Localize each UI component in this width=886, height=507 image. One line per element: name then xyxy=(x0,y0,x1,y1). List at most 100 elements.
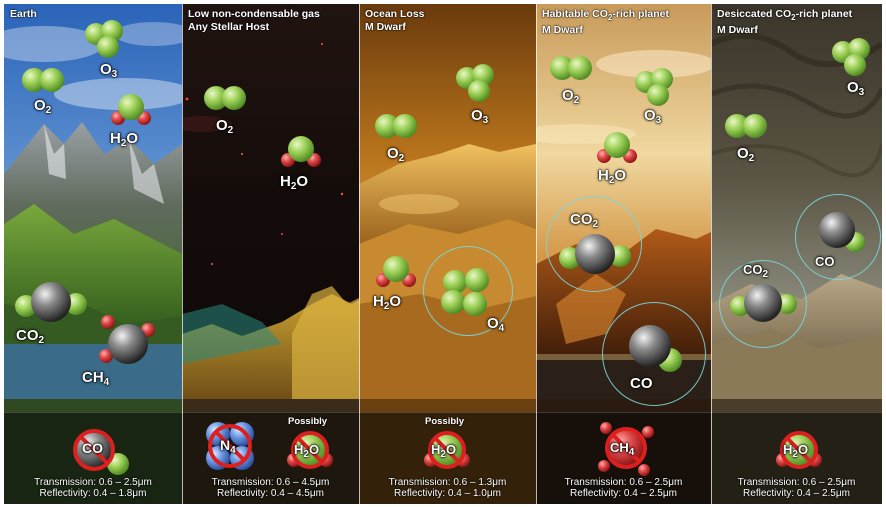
oxygen-molecule-icon xyxy=(725,114,767,138)
title-line2: Any Stellar Host xyxy=(188,21,270,33)
band-divider xyxy=(536,412,711,413)
label-no-n4: N4 xyxy=(220,437,236,457)
carbon-monoxide-molecule-icon xyxy=(629,325,682,372)
panel-title: Ocean Loss M Dwarf xyxy=(365,8,425,34)
label-o3: O3 xyxy=(847,79,865,98)
label-o2: O2 xyxy=(387,145,405,164)
label-co2: CO2 xyxy=(16,327,45,346)
transmission-range: Transmission: 0.6 – 2.5μm xyxy=(564,477,683,488)
panel-ocean-loss: Ocean Loss M Dwarf O3 O2 H2O O4 Possibly xyxy=(359,4,536,504)
panel-desiccated-co2-rich: Desiccated CO2-rich planet M Dwarf O3 O2… xyxy=(711,4,882,504)
oxygen-molecule-icon xyxy=(550,56,592,80)
label-h2o: H2O xyxy=(598,167,627,186)
label-o3: O3 xyxy=(644,107,662,126)
panel-divider xyxy=(182,4,183,504)
title-line1: Low non-condensable gas xyxy=(188,8,320,20)
panel-title: Desiccated CO2-rich planet M Dwarf xyxy=(717,8,852,37)
transmission-range: Transmission: 0.6 – 4.5μm xyxy=(211,477,330,488)
highlight-ring xyxy=(602,302,706,406)
label-co2: CO2 xyxy=(743,262,769,280)
band-divider xyxy=(359,412,536,413)
wavelength-specs: Transmission: 0.6 – 4.5μm Reflectivity: … xyxy=(182,477,359,499)
title-line1: Earth xyxy=(10,8,37,20)
title-line1: Ocean Loss xyxy=(365,8,425,20)
label-o2: O2 xyxy=(216,117,234,136)
label-o4: O4 xyxy=(487,315,505,334)
label-co2: CO2 xyxy=(570,211,599,230)
reflectivity-range: Reflectivity: 0.4 – 2.5μm xyxy=(743,488,850,499)
panel-divider xyxy=(359,4,360,504)
reflectivity-range: Reflectivity: 0.4 – 4.5μm xyxy=(217,488,324,499)
title-line1: Desiccated CO2-rich planet xyxy=(717,8,853,23)
water-molecule-icon xyxy=(281,136,321,167)
wavelength-specs: Transmission: 0.6 – 1.3μm Reflectivity: … xyxy=(359,477,536,499)
label-no-h2o: H2O xyxy=(431,442,457,460)
highlight-ring xyxy=(423,246,513,336)
wavelength-specs: Transmission: 0.6 – 2.5μm Reflectivity: … xyxy=(4,477,182,499)
no-carbon-monoxide-icon xyxy=(73,429,129,475)
no-methane-icon xyxy=(598,422,654,476)
water-molecule-icon xyxy=(111,94,151,125)
carbon-dioxide-molecule-icon xyxy=(730,284,797,322)
label-h2o: H2O xyxy=(110,130,139,149)
label-co: CO xyxy=(630,375,653,392)
band-divider xyxy=(182,412,359,413)
label-h2o: H2O xyxy=(280,173,309,192)
panel-title: Low non-condensable gas Any Stellar Host xyxy=(188,8,320,34)
panel-divider xyxy=(536,4,537,504)
label-o3: O3 xyxy=(100,61,118,80)
methane-molecule-icon xyxy=(99,315,155,364)
label-no-ch4: CH4 xyxy=(610,440,635,458)
possibly-label: Possibly xyxy=(425,416,465,427)
highlight-ring xyxy=(546,196,642,292)
label-o2: O2 xyxy=(34,97,52,116)
reflectivity-range: Reflectivity: 0.4 – 2.5μm xyxy=(570,488,677,499)
wavelength-specs: Transmission: 0.6 – 2.5μm Reflectivity: … xyxy=(711,477,882,499)
carbon-dioxide-molecule-icon xyxy=(559,234,631,274)
panel-divider xyxy=(711,4,712,504)
oxygen-molecule-icon xyxy=(204,86,246,110)
oxygen-molecule-icon xyxy=(375,114,417,138)
oxygen-molecule-icon xyxy=(22,68,64,92)
wavelength-specs: Transmission: 0.6 – 2.5μm Reflectivity: … xyxy=(536,477,711,499)
band-divider xyxy=(711,412,882,413)
no-water-icon xyxy=(287,431,333,469)
band-divider xyxy=(4,412,182,413)
title-line2: M Dwarf xyxy=(717,24,758,37)
highlight-ring xyxy=(719,260,807,348)
ozone-molecule-icon xyxy=(832,38,870,76)
panel-earth: Earth O3 O2 H2O CO2 CH4 xyxy=(4,4,182,504)
water-molecule-icon xyxy=(376,256,416,287)
label-no-h2o: H2O xyxy=(783,442,809,460)
label-o2: O2 xyxy=(562,87,580,106)
panel-low-non-condensable: Low non-condensable gas Any Stellar Host… xyxy=(182,4,359,504)
label-o2: O2 xyxy=(737,145,755,164)
label-o3: O3 xyxy=(471,107,489,126)
label-ch4: CH4 xyxy=(82,369,110,388)
reflectivity-range: Reflectivity: 0.4 – 1.0μm xyxy=(394,488,501,499)
water-molecule-icon xyxy=(597,132,637,163)
no-water-icon xyxy=(776,431,822,469)
title-line1: Habitable CO2-rich planet xyxy=(542,8,669,23)
title-line2: M Dwarf xyxy=(365,21,406,33)
panel-habitable-co2-rich: Habitable CO2-rich planet M Dwarf O2 O3 … xyxy=(536,4,711,504)
label-h2o: H2O xyxy=(373,293,402,312)
tetraoxygen-molecule-icon xyxy=(441,268,489,316)
reflectivity-range: Reflectivity: 0.4 – 1.8μm xyxy=(39,488,147,499)
ozone-molecule-icon xyxy=(456,64,494,102)
panel-title: Earth xyxy=(10,8,37,21)
carbon-dioxide-molecule-icon xyxy=(15,282,87,322)
transmission-range: Transmission: 0.6 – 2.5μm xyxy=(737,477,856,488)
ozone-molecule-icon xyxy=(85,20,123,58)
possibly-label: Possibly xyxy=(288,416,328,427)
label-co: CO xyxy=(815,254,835,269)
label-no-h2o: H2O xyxy=(294,442,320,460)
panel-title: Habitable CO2-rich planet M Dwarf xyxy=(542,8,669,37)
transmission-range: Transmission: 0.6 – 2.5μm xyxy=(34,477,152,488)
label-no-co: CO xyxy=(82,440,103,456)
ozone-molecule-icon xyxy=(635,68,673,106)
title-line2: M Dwarf xyxy=(542,24,583,37)
no-nitrogen-icon xyxy=(206,422,254,470)
transmission-range: Transmission: 0.6 – 1.3μm xyxy=(388,477,507,488)
